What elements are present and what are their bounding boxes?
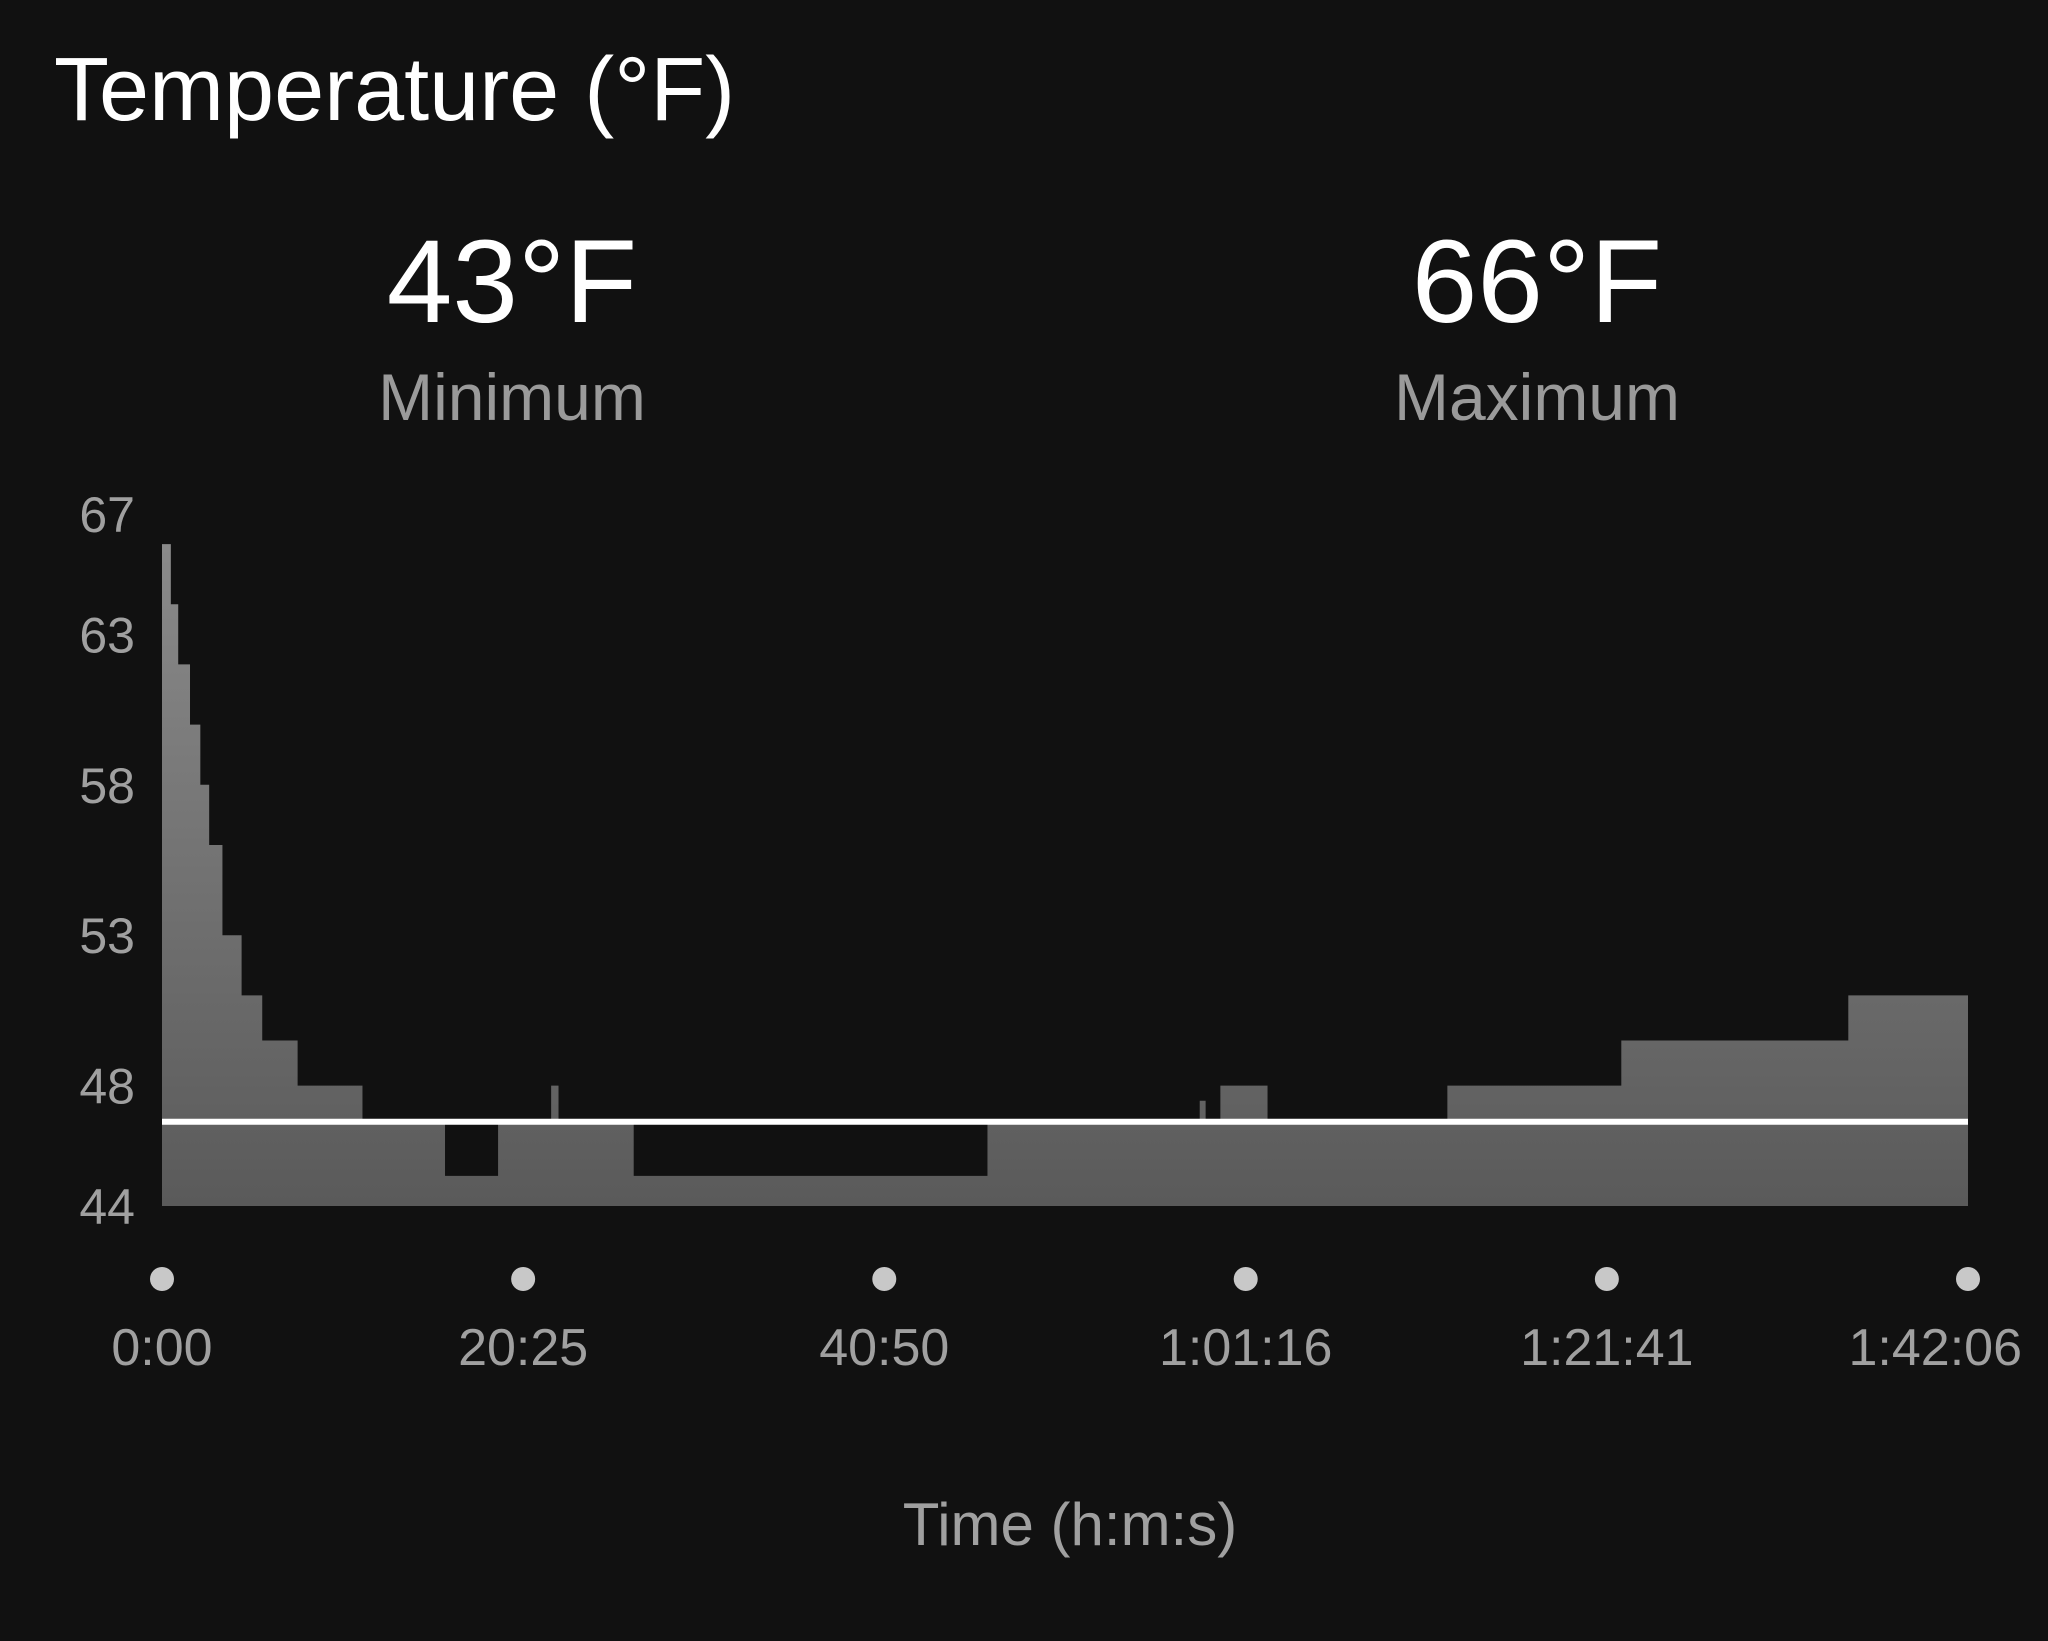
x-axis-label: Time (h:m:s) <box>903 1491 1237 1558</box>
minimum-label: Minimum <box>378 360 646 434</box>
x-tick-label: 1:01:16 <box>1159 1319 1333 1377</box>
x-tick-dot <box>1956 1267 1980 1291</box>
y-tick-label: 48 <box>79 1059 135 1115</box>
minimum-value: 43°F <box>386 216 638 348</box>
minimum-stat: 43°F Minimum <box>162 212 862 442</box>
maximum-label: Maximum <box>1393 360 1680 434</box>
x-tick-label: 1:21:41 <box>1520 1319 1694 1377</box>
x-tick-label: 20:25 <box>458 1319 588 1377</box>
y-tick-label: 44 <box>79 1179 135 1235</box>
x-tick-dot <box>1594 1267 1619 1291</box>
y-tick-label: 53 <box>79 908 135 964</box>
y-tick-label: 67 <box>79 487 135 543</box>
chart-title: Temperature (°F) <box>54 40 736 140</box>
y-tick-label: 58 <box>79 758 135 814</box>
temperature-area <box>162 544 1968 1206</box>
x-tick-dot <box>150 1267 174 1291</box>
x-tick-label: 0:00 <box>111 1319 212 1377</box>
maximum-stat: 66°F Maximum <box>1187 212 1887 442</box>
x-tick-dot <box>872 1267 897 1291</box>
x-tick-dot <box>1233 1267 1258 1291</box>
x-tick-label: 1:42:06 <box>1849 1319 2023 1377</box>
x-tick-label: 40:50 <box>819 1319 949 1377</box>
maximum-value: 66°F <box>1411 216 1663 348</box>
y-tick-label: 63 <box>79 607 135 663</box>
x-tick-dot <box>511 1267 536 1291</box>
